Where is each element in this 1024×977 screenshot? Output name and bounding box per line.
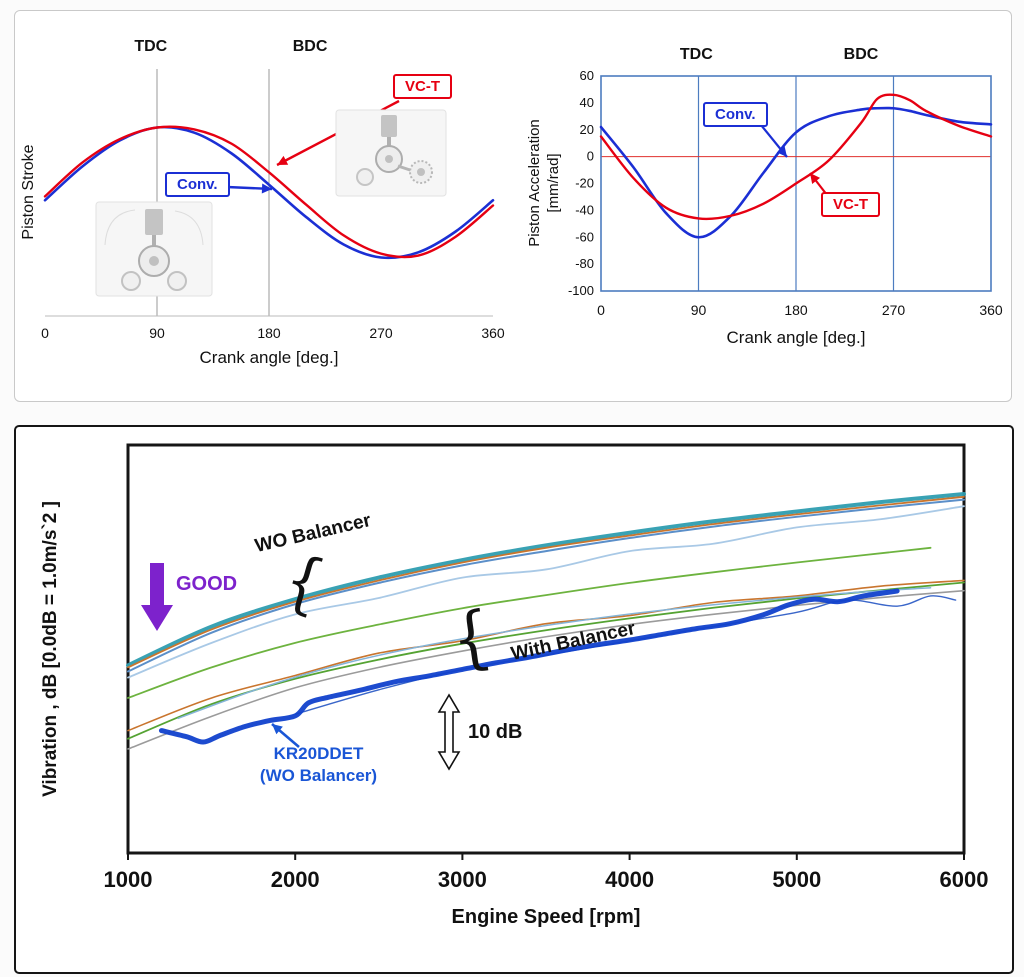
svg-text:5000: 5000 bbox=[772, 867, 821, 892]
svg-text:Vibration , dB [0.0dB = 1.0m/: Vibration , dB [0.0dB = 1.0m/s`2 ] bbox=[40, 501, 61, 797]
db-scale-arrow-icon bbox=[437, 693, 461, 771]
series-line bbox=[294, 595, 957, 715]
good-label: GOOD bbox=[176, 573, 238, 595]
conv-callout-stroke: Conv. bbox=[165, 172, 230, 197]
svg-text:Piston Stroke: Piston Stroke bbox=[20, 144, 37, 239]
svg-text:270: 270 bbox=[369, 325, 393, 341]
stroke-chart-group: 0 90 180 270 360 TDC BDC Crank angle [deg.] Pist… bbox=[20, 38, 505, 367]
vct-callout-accel: VC-T bbox=[821, 192, 880, 217]
series-line bbox=[127, 589, 965, 750]
engine-diagram-conv bbox=[95, 201, 213, 297]
engine-diagram-vct bbox=[335, 109, 447, 197]
series-line bbox=[127, 495, 965, 669]
series-line bbox=[127, 505, 965, 679]
svg-text:180: 180 bbox=[784, 302, 808, 318]
series-line bbox=[177, 587, 932, 720]
svg-text:20: 20 bbox=[580, 122, 594, 137]
vib-chart-group: 1000 2000 3000 4000 5000 6000 Engine Speed [rp… bbox=[40, 443, 989, 928]
svg-text:90: 90 bbox=[691, 302, 707, 318]
svg-text:0: 0 bbox=[41, 325, 49, 341]
series-line bbox=[126, 491, 966, 668]
svg-text:BDC: BDC bbox=[844, 46, 879, 63]
svg-text:6000: 6000 bbox=[940, 867, 989, 892]
svg-text:Crank angle [deg.]: Crank angle [deg.] bbox=[200, 348, 339, 367]
kinematics-panel: 0 90 180 270 360 TDC BDC Crank angle [deg.] Pist… bbox=[14, 10, 1012, 402]
svg-text:Piston Acceleration: Piston Acceleration bbox=[526, 119, 543, 247]
svg-text:TDC: TDC bbox=[680, 46, 713, 63]
series-line bbox=[158, 588, 900, 745]
series-line bbox=[127, 579, 965, 732]
series-line bbox=[599, 106, 993, 239]
svg-text:-60: -60 bbox=[575, 229, 594, 244]
svg-text:1000: 1000 bbox=[104, 867, 153, 892]
accel-chart-group: 0 90 180 270 360 60 40 20 0 -20 -40 -60 -80 -100 TDC BD… bbox=[526, 46, 1003, 347]
svg-text:40: 40 bbox=[580, 95, 594, 110]
svg-text:360: 360 bbox=[979, 302, 1003, 318]
svg-text:3000: 3000 bbox=[438, 867, 487, 892]
vibration-panel: 1000 2000 3000 4000 5000 6000 Engine Speed [rp… bbox=[14, 425, 1014, 974]
svg-text:90: 90 bbox=[149, 325, 165, 341]
svg-text:BDC: BDC bbox=[293, 38, 328, 55]
series-line bbox=[127, 581, 965, 740]
svg-text:-100: -100 bbox=[568, 283, 594, 298]
db-scale-label: 10 dB bbox=[468, 721, 523, 743]
kr20ddet-label-line2: (WO Balancer) bbox=[259, 766, 378, 786]
kr20ddet-label-line1: KR20DDET bbox=[273, 744, 364, 763]
series-line bbox=[43, 125, 495, 259]
svg-text:-20: -20 bbox=[575, 176, 594, 191]
svg-text:360: 360 bbox=[481, 325, 505, 341]
vct-callout-stroke: VC-T bbox=[393, 74, 452, 99]
vibration-chart-canvas: 1000 2000 3000 4000 5000 6000 Engine Speed [rp… bbox=[40, 443, 989, 928]
svg-text:180: 180 bbox=[257, 325, 281, 341]
svg-text:2000: 2000 bbox=[271, 867, 320, 892]
conv-callout-accel: Conv. bbox=[703, 102, 768, 127]
svg-text:0: 0 bbox=[597, 302, 605, 318]
vibration-annotations bbox=[141, 563, 461, 771]
svg-text:Engine Speed [rpm]: Engine Speed [rpm] bbox=[452, 906, 641, 928]
series-line bbox=[599, 93, 993, 221]
kr20ddet-label: KR20DDET (WO Balancer) bbox=[226, 743, 411, 787]
svg-text:-80: -80 bbox=[575, 256, 594, 271]
svg-text:0: 0 bbox=[587, 149, 594, 164]
svg-text:-40: -40 bbox=[575, 202, 594, 217]
svg-text:60: 60 bbox=[580, 68, 594, 83]
good-arrow-icon bbox=[141, 563, 173, 631]
svg-text:4000: 4000 bbox=[605, 867, 654, 892]
series-line bbox=[127, 546, 932, 699]
series-line bbox=[127, 498, 965, 673]
svg-text:TDC: TDC bbox=[134, 38, 167, 55]
piston-charts-canvas: 0 90 180 270 360 TDC BDC Crank angle [deg.] Pist… bbox=[20, 38, 1003, 367]
svg-text:Crank angle [deg.]: Crank angle [deg.] bbox=[727, 328, 866, 347]
svg-text:[mm/rad]: [mm/rad] bbox=[545, 153, 562, 212]
svg-text:270: 270 bbox=[882, 302, 906, 318]
